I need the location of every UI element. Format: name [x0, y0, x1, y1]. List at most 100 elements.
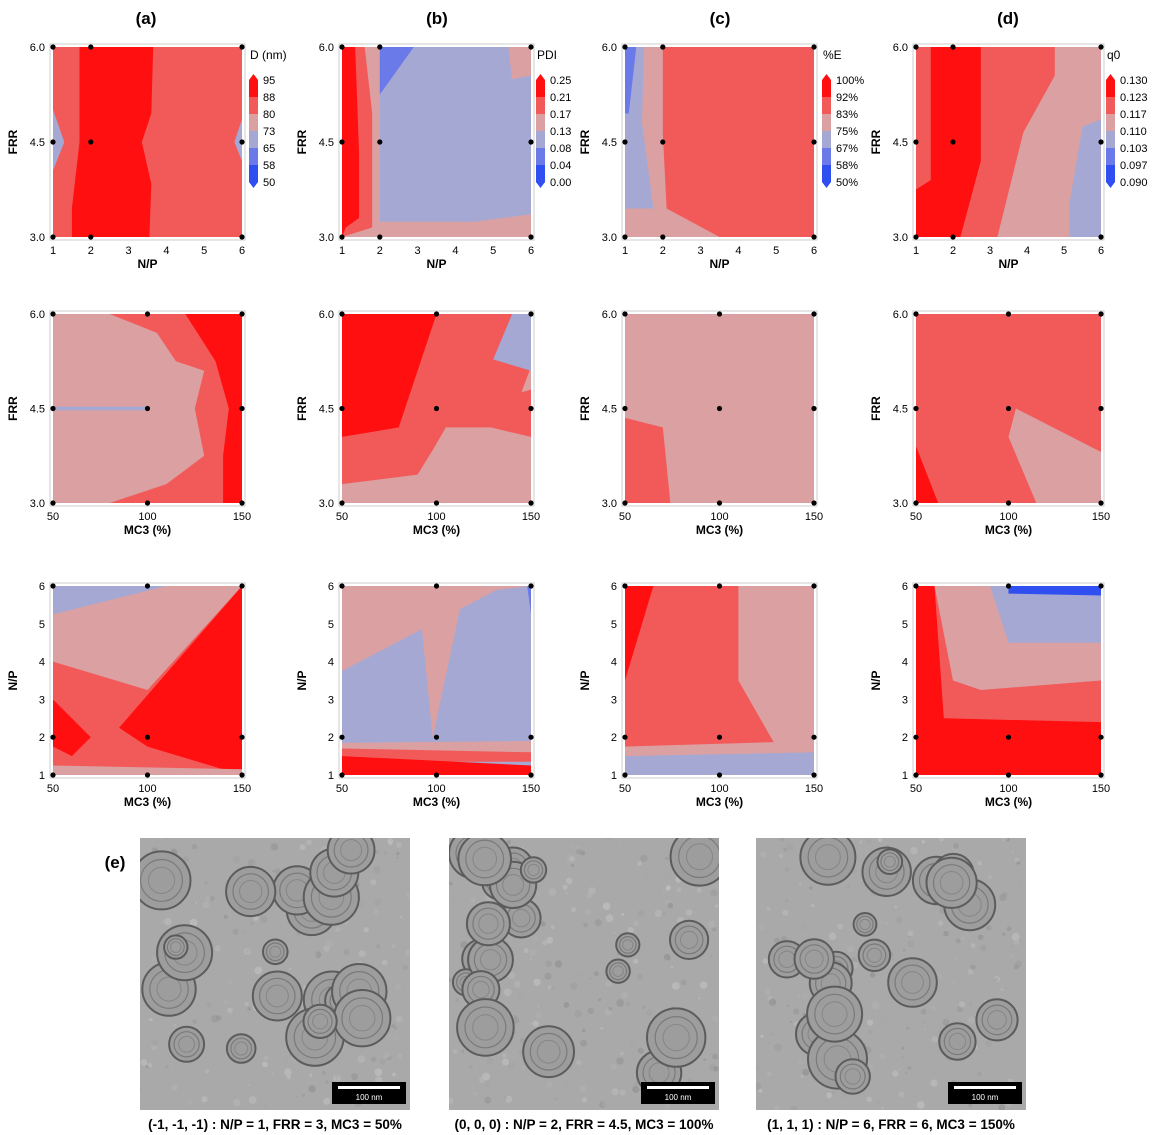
x-tick-label: 5	[490, 245, 496, 257]
micrograph-grain	[592, 963, 595, 966]
particle	[140, 850, 192, 911]
micrograph-grain	[455, 998, 459, 1002]
micrograph-grain	[526, 1000, 529, 1003]
micrograph-grain	[602, 902, 611, 910]
micrograph-grain	[838, 1094, 847, 1103]
micrograph-grain	[767, 1052, 771, 1056]
micrograph-grain	[563, 1082, 570, 1089]
micrograph-grain	[583, 922, 588, 927]
design-point	[716, 500, 723, 506]
micrograph-grain	[715, 904, 719, 908]
micrograph-grain	[1010, 943, 1016, 949]
micrograph-grain	[898, 1067, 901, 1071]
colorbar-segment	[1106, 165, 1115, 183]
micrograph-grain	[533, 978, 541, 986]
colorbar-tick-label: 0.21	[550, 92, 571, 104]
micrograph-grain	[247, 1084, 250, 1086]
micrograph-grain	[577, 971, 584, 978]
design-point	[88, 234, 94, 240]
y-tick-label: 4.5	[319, 404, 334, 416]
micrograph-grain	[374, 1068, 383, 1077]
design-point	[339, 44, 345, 50]
particle-inner-ring	[932, 864, 971, 902]
micrograph-grain	[916, 1101, 925, 1109]
x-tick-label: 4	[735, 245, 741, 257]
contour-region	[625, 586, 654, 681]
micrograph-grain	[638, 1087, 642, 1091]
particle-inner-ring	[987, 1010, 1007, 1030]
micrograph-grain	[633, 920, 640, 927]
colorbar-arrow-bottom	[1106, 182, 1115, 188]
micrograph-grain	[980, 944, 987, 952]
y-tick-label: 3.0	[602, 232, 617, 244]
scale-bar	[338, 1086, 400, 1089]
design-point	[622, 500, 628, 506]
micrograph-grain	[1009, 953, 1014, 958]
micrograph-grain	[779, 854, 783, 858]
y-axis-label: FRR	[578, 396, 592, 421]
micrograph-grain	[384, 1052, 391, 1059]
particle-inner-ring	[654, 1015, 698, 1060]
x-tick-label: 5	[201, 245, 207, 257]
micrograph-grain	[550, 924, 555, 930]
micrograph-grain	[633, 958, 639, 964]
particle-inner-ring	[883, 855, 896, 868]
micrograph-grain	[381, 959, 388, 966]
x-tick-label: 5	[773, 245, 779, 257]
contour-region	[71, 47, 154, 237]
micrograph-grain	[254, 966, 263, 975]
colorbar-2: PDI 0.25 0.21 0.17 0.13 0.08 0.04 0.00	[536, 48, 571, 189]
y-tick-label: 2	[902, 732, 908, 744]
micrograph-grain	[379, 1058, 386, 1065]
design-point	[144, 500, 151, 506]
micrograph-grain	[306, 839, 313, 846]
micrograph-grain	[988, 875, 992, 879]
micrograph-grain	[756, 1066, 759, 1070]
contour-region	[417, 586, 465, 738]
plot-frame	[621, 43, 818, 241]
micrograph-grain	[969, 1002, 973, 1006]
colorbar-arrow-top	[822, 74, 831, 80]
y-tick-label: 3.0	[893, 498, 908, 510]
contour-region	[427, 389, 531, 437]
micrograph-grain	[160, 918, 166, 924]
y-tick-label: 1	[902, 770, 908, 782]
micrograph-grain	[140, 1059, 148, 1066]
micrograph-grain	[580, 1039, 587, 1047]
y-tick-label: 3.0	[319, 232, 334, 244]
design-point	[50, 405, 56, 412]
y-tick-label: 2	[39, 732, 45, 744]
micrograph-grain	[1014, 857, 1020, 863]
contour-region	[625, 47, 654, 209]
micrograph-grain	[1006, 926, 1012, 932]
design-point	[50, 311, 56, 317]
micrograph-grain	[774, 1106, 780, 1110]
micrograph-grain	[554, 960, 563, 968]
panel-title-b: (b)	[426, 9, 448, 28]
x-axis-label: MC3 (%)	[985, 795, 1032, 809]
design-point	[622, 44, 628, 50]
design-point	[811, 44, 817, 50]
design-point	[339, 234, 345, 240]
design-point	[144, 772, 151, 778]
micrograph-grain	[147, 1063, 153, 1068]
particle-inner-ring	[618, 936, 637, 954]
contour-panel-r2-c2: 50 100 150 3.0 4.5 6.0 MC3 (%) FRR	[295, 309, 540, 537]
contour-panel-r2-c1: 50 100 150 3.0 4.5 6.0 MC3 (%) FRR	[6, 309, 251, 537]
micrograph-grain	[785, 898, 789, 903]
y-tick-label: 6	[328, 581, 334, 593]
x-tick-label: 2	[660, 245, 666, 257]
y-tick-label: 4	[328, 657, 334, 669]
contour-region	[342, 756, 531, 775]
micrograph-grain	[894, 905, 898, 909]
x-tick-label: 3	[126, 245, 132, 257]
micrograph-grain	[533, 935, 539, 941]
x-axis-label: N/P	[709, 257, 729, 271]
contour-region	[916, 586, 1101, 775]
colorbar-3: %E 100% 92% 83% 75% 67% 58% 50%	[822, 48, 864, 189]
x-tick-label: 4	[452, 245, 458, 257]
micrograph-caption-2: (0, 0, 0) : N/P = 2, FRR = 4.5, MC3 = 10…	[455, 1117, 714, 1132]
design-point	[144, 405, 151, 412]
micrograph-grain	[247, 859, 256, 867]
micrograph-grain	[786, 843, 794, 851]
